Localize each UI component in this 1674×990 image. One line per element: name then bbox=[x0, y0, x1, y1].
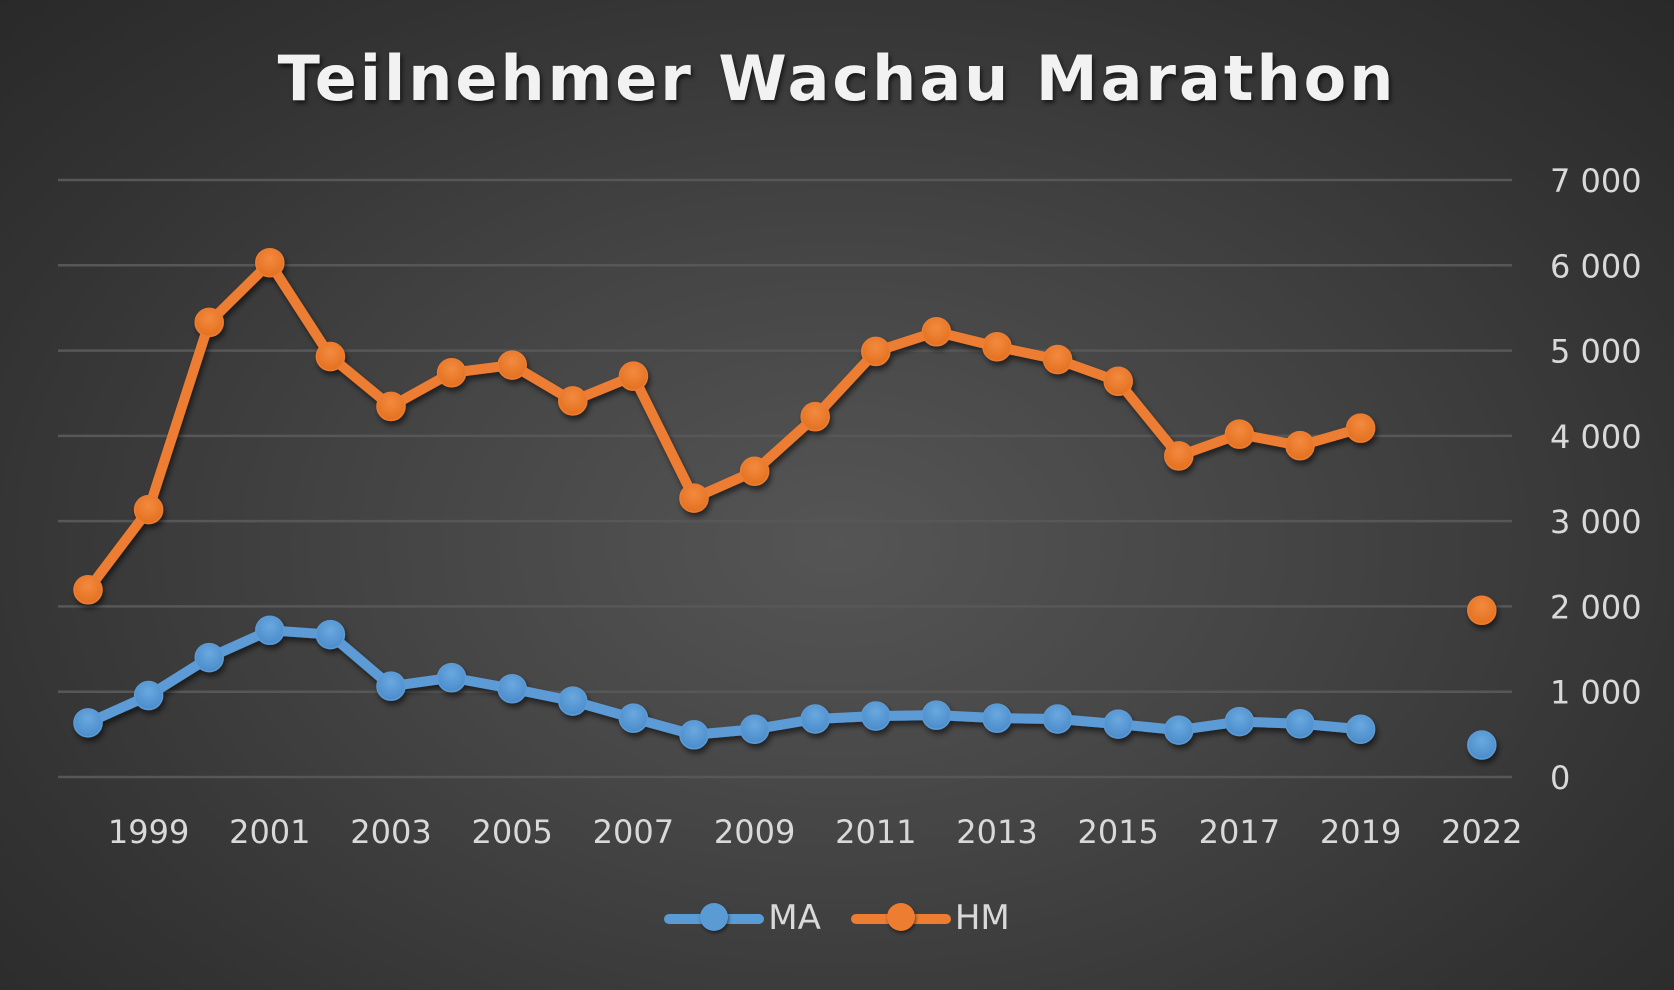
data-point[interactable] bbox=[133, 680, 164, 711]
series-line bbox=[83, 625, 1366, 740]
x-tick-label: 2019 bbox=[1320, 813, 1401, 851]
data-point[interactable] bbox=[800, 704, 830, 734]
data-point[interactable] bbox=[739, 714, 770, 744]
series-hm bbox=[73, 247, 1497, 626]
legend-item-ma[interactable]: MA bbox=[664, 898, 821, 938]
line-marker-icon bbox=[850, 903, 951, 931]
data-point[interactable] bbox=[982, 703, 1012, 733]
data-point[interactable] bbox=[315, 341, 346, 372]
x-tick-label: 2015 bbox=[1077, 813, 1158, 851]
data-point[interactable] bbox=[800, 401, 830, 432]
series-line bbox=[83, 257, 1366, 595]
x-tick-label: 2013 bbox=[956, 813, 1037, 851]
y-tick-label: 0 bbox=[1550, 759, 1570, 797]
series-ma bbox=[73, 615, 1497, 760]
data-point[interactable] bbox=[1467, 730, 1497, 760]
y-tick-label: 2 000 bbox=[1550, 588, 1642, 626]
data-point[interactable] bbox=[1285, 708, 1315, 739]
legend: MA HM bbox=[0, 898, 1674, 938]
data-point[interactable] bbox=[618, 361, 649, 391]
legend-item-hm[interactable]: HM bbox=[850, 898, 1010, 938]
gridlines bbox=[58, 178, 1512, 779]
data-point[interactable] bbox=[376, 391, 406, 422]
data-point[interactable] bbox=[861, 336, 891, 367]
data-point[interactable] bbox=[679, 720, 709, 750]
data-point[interactable] bbox=[194, 642, 224, 673]
x-axis-labels: 1999 2001 2003 2005 2007 2009 2011 2013 2015 2017… bbox=[108, 813, 1523, 851]
y-axis-labels: 0 1 000 2 000 3 000 4 000 5 000 6 000 7 000 bbox=[1550, 162, 1642, 797]
data-point[interactable] bbox=[739, 456, 770, 487]
x-tick-label: 2009 bbox=[714, 813, 795, 851]
data-point[interactable] bbox=[921, 317, 952, 347]
data-point[interactable] bbox=[194, 307, 224, 338]
data-point[interactable] bbox=[1164, 715, 1194, 745]
data-point[interactable] bbox=[497, 673, 527, 704]
y-tick-label: 5 000 bbox=[1550, 333, 1642, 371]
x-tick-label: 2003 bbox=[350, 813, 431, 851]
data-point[interactable] bbox=[133, 494, 164, 525]
data-point[interactable] bbox=[315, 619, 346, 650]
data-point[interactable] bbox=[558, 386, 588, 416]
data-point[interactable] bbox=[1103, 709, 1133, 739]
x-tick-label: 2017 bbox=[1199, 813, 1280, 851]
y-tick-label: 7 000 bbox=[1550, 162, 1642, 200]
data-point[interactable] bbox=[861, 701, 891, 731]
data-point[interactable] bbox=[255, 247, 285, 278]
data-point[interactable] bbox=[1224, 706, 1255, 737]
data-point[interactable] bbox=[497, 350, 527, 380]
x-tick-label: 2007 bbox=[593, 813, 674, 851]
data-point[interactable] bbox=[1042, 704, 1073, 734]
data-point[interactable] bbox=[1285, 430, 1315, 461]
data-point[interactable] bbox=[376, 671, 406, 701]
data-point[interactable] bbox=[1224, 419, 1255, 449]
data-point[interactable] bbox=[1164, 441, 1194, 471]
data-point[interactable] bbox=[1345, 413, 1376, 443]
line-marker-icon bbox=[664, 903, 765, 931]
data-point[interactable] bbox=[436, 662, 467, 693]
series-lines bbox=[73, 247, 1497, 760]
x-tick-label: 1999 bbox=[108, 813, 189, 851]
y-tick-label: 1 000 bbox=[1550, 674, 1642, 712]
data-point[interactable] bbox=[1042, 344, 1073, 375]
data-point[interactable] bbox=[618, 703, 649, 733]
y-tick-label: 3 000 bbox=[1550, 503, 1642, 541]
data-point[interactable] bbox=[1467, 595, 1497, 626]
legend-label: HM bbox=[954, 898, 1010, 938]
data-point[interactable] bbox=[1345, 714, 1376, 744]
y-tick-label: 4 000 bbox=[1550, 418, 1642, 456]
data-point[interactable] bbox=[73, 708, 103, 738]
x-tick-label: 2001 bbox=[229, 813, 310, 851]
y-tick-label: 6 000 bbox=[1550, 247, 1642, 285]
data-point[interactable] bbox=[436, 357, 467, 388]
legend-label: MA bbox=[768, 898, 821, 938]
chart-title: Teilnehmer Wachau Marathon bbox=[277, 42, 1397, 115]
x-tick-label: 2005 bbox=[471, 813, 552, 851]
data-point[interactable] bbox=[255, 615, 285, 646]
data-point[interactable] bbox=[982, 331, 1012, 362]
data-point[interactable] bbox=[679, 483, 709, 513]
x-tick-label: 2022 bbox=[1441, 813, 1522, 851]
x-tick-label: 2011 bbox=[835, 813, 916, 851]
data-point[interactable] bbox=[1103, 366, 1133, 397]
data-point[interactable] bbox=[558, 686, 588, 716]
data-point[interactable] bbox=[921, 700, 952, 730]
data-point[interactable] bbox=[73, 575, 103, 605]
